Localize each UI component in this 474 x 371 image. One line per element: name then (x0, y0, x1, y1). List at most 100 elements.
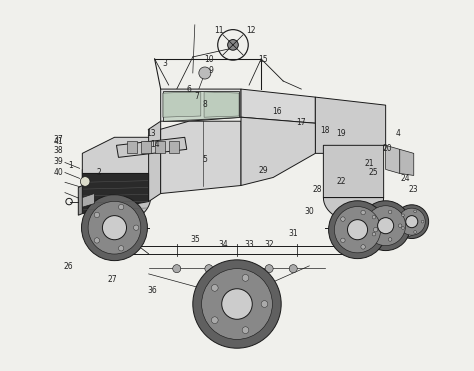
Text: 24: 24 (401, 174, 410, 183)
Circle shape (388, 238, 392, 241)
Circle shape (347, 220, 367, 240)
Circle shape (242, 275, 249, 281)
Circle shape (211, 285, 218, 291)
Polygon shape (161, 121, 241, 194)
Circle shape (261, 301, 268, 308)
Polygon shape (163, 92, 201, 117)
Circle shape (193, 260, 281, 348)
Text: 32: 32 (264, 240, 274, 249)
Text: 34: 34 (218, 240, 228, 249)
Text: 3: 3 (162, 59, 167, 68)
Circle shape (401, 227, 404, 229)
Circle shape (378, 218, 394, 234)
Text: 1: 1 (68, 161, 73, 170)
Circle shape (341, 238, 345, 243)
Polygon shape (127, 141, 137, 153)
Text: 39: 39 (54, 157, 63, 166)
Circle shape (341, 217, 345, 221)
Text: 7: 7 (194, 92, 199, 101)
Circle shape (406, 216, 418, 228)
Circle shape (118, 204, 124, 210)
Circle shape (361, 201, 410, 250)
Text: 13: 13 (146, 129, 155, 138)
Polygon shape (82, 137, 189, 174)
Circle shape (371, 216, 394, 239)
Text: 36: 36 (148, 286, 157, 295)
Circle shape (205, 265, 213, 273)
Circle shape (414, 231, 417, 233)
Circle shape (265, 265, 273, 273)
Text: 9: 9 (209, 66, 213, 75)
Polygon shape (141, 141, 151, 153)
Circle shape (88, 201, 141, 254)
Circle shape (398, 224, 402, 227)
Text: 35: 35 (190, 234, 200, 244)
Text: 5: 5 (202, 155, 207, 164)
Text: 18: 18 (320, 125, 330, 135)
Text: 37: 37 (54, 135, 63, 144)
Text: 28: 28 (312, 185, 322, 194)
Polygon shape (323, 145, 383, 221)
Circle shape (388, 210, 392, 214)
Polygon shape (169, 141, 179, 153)
Text: 21: 21 (365, 159, 374, 168)
Polygon shape (78, 170, 151, 224)
Polygon shape (386, 145, 400, 174)
Circle shape (94, 212, 100, 217)
Polygon shape (82, 174, 149, 214)
Polygon shape (241, 89, 315, 123)
Circle shape (328, 201, 386, 259)
Circle shape (233, 265, 241, 273)
Circle shape (242, 327, 249, 334)
Circle shape (82, 195, 147, 260)
Text: 31: 31 (289, 229, 298, 238)
Circle shape (118, 246, 124, 251)
Circle shape (199, 67, 211, 79)
Text: 6: 6 (186, 85, 191, 94)
Circle shape (372, 216, 376, 219)
Text: 25: 25 (369, 168, 378, 177)
Circle shape (228, 40, 238, 50)
Circle shape (201, 269, 273, 339)
Circle shape (334, 207, 381, 253)
Circle shape (173, 265, 181, 273)
Polygon shape (241, 117, 315, 186)
Circle shape (80, 177, 90, 186)
Text: 33: 33 (244, 240, 254, 249)
Text: 26: 26 (64, 262, 73, 271)
Text: 14: 14 (150, 140, 159, 150)
Circle shape (94, 238, 100, 243)
Circle shape (399, 219, 417, 237)
Circle shape (395, 205, 428, 239)
Circle shape (211, 317, 218, 324)
Polygon shape (149, 121, 161, 201)
Text: 17: 17 (296, 118, 306, 127)
Text: 20: 20 (383, 144, 392, 153)
Polygon shape (117, 137, 187, 157)
Polygon shape (161, 89, 241, 121)
Circle shape (414, 210, 417, 213)
Text: 16: 16 (273, 107, 282, 116)
Circle shape (361, 245, 365, 249)
Text: 30: 30 (304, 207, 314, 216)
Circle shape (421, 220, 424, 223)
Text: 4: 4 (395, 129, 400, 138)
Text: 11: 11 (214, 26, 224, 35)
Text: 12: 12 (246, 26, 256, 35)
Text: 10: 10 (204, 55, 214, 64)
Circle shape (102, 216, 127, 240)
Text: 2: 2 (96, 168, 101, 177)
Circle shape (401, 214, 404, 217)
Polygon shape (78, 186, 82, 215)
Text: 40: 40 (54, 168, 63, 177)
Text: 19: 19 (337, 129, 346, 138)
Circle shape (361, 210, 365, 215)
Polygon shape (400, 150, 414, 175)
Circle shape (372, 232, 376, 236)
Circle shape (222, 289, 252, 319)
Circle shape (374, 227, 378, 232)
Text: 27: 27 (108, 275, 117, 284)
Polygon shape (315, 97, 386, 153)
Text: 29: 29 (258, 166, 268, 175)
Polygon shape (204, 92, 239, 117)
